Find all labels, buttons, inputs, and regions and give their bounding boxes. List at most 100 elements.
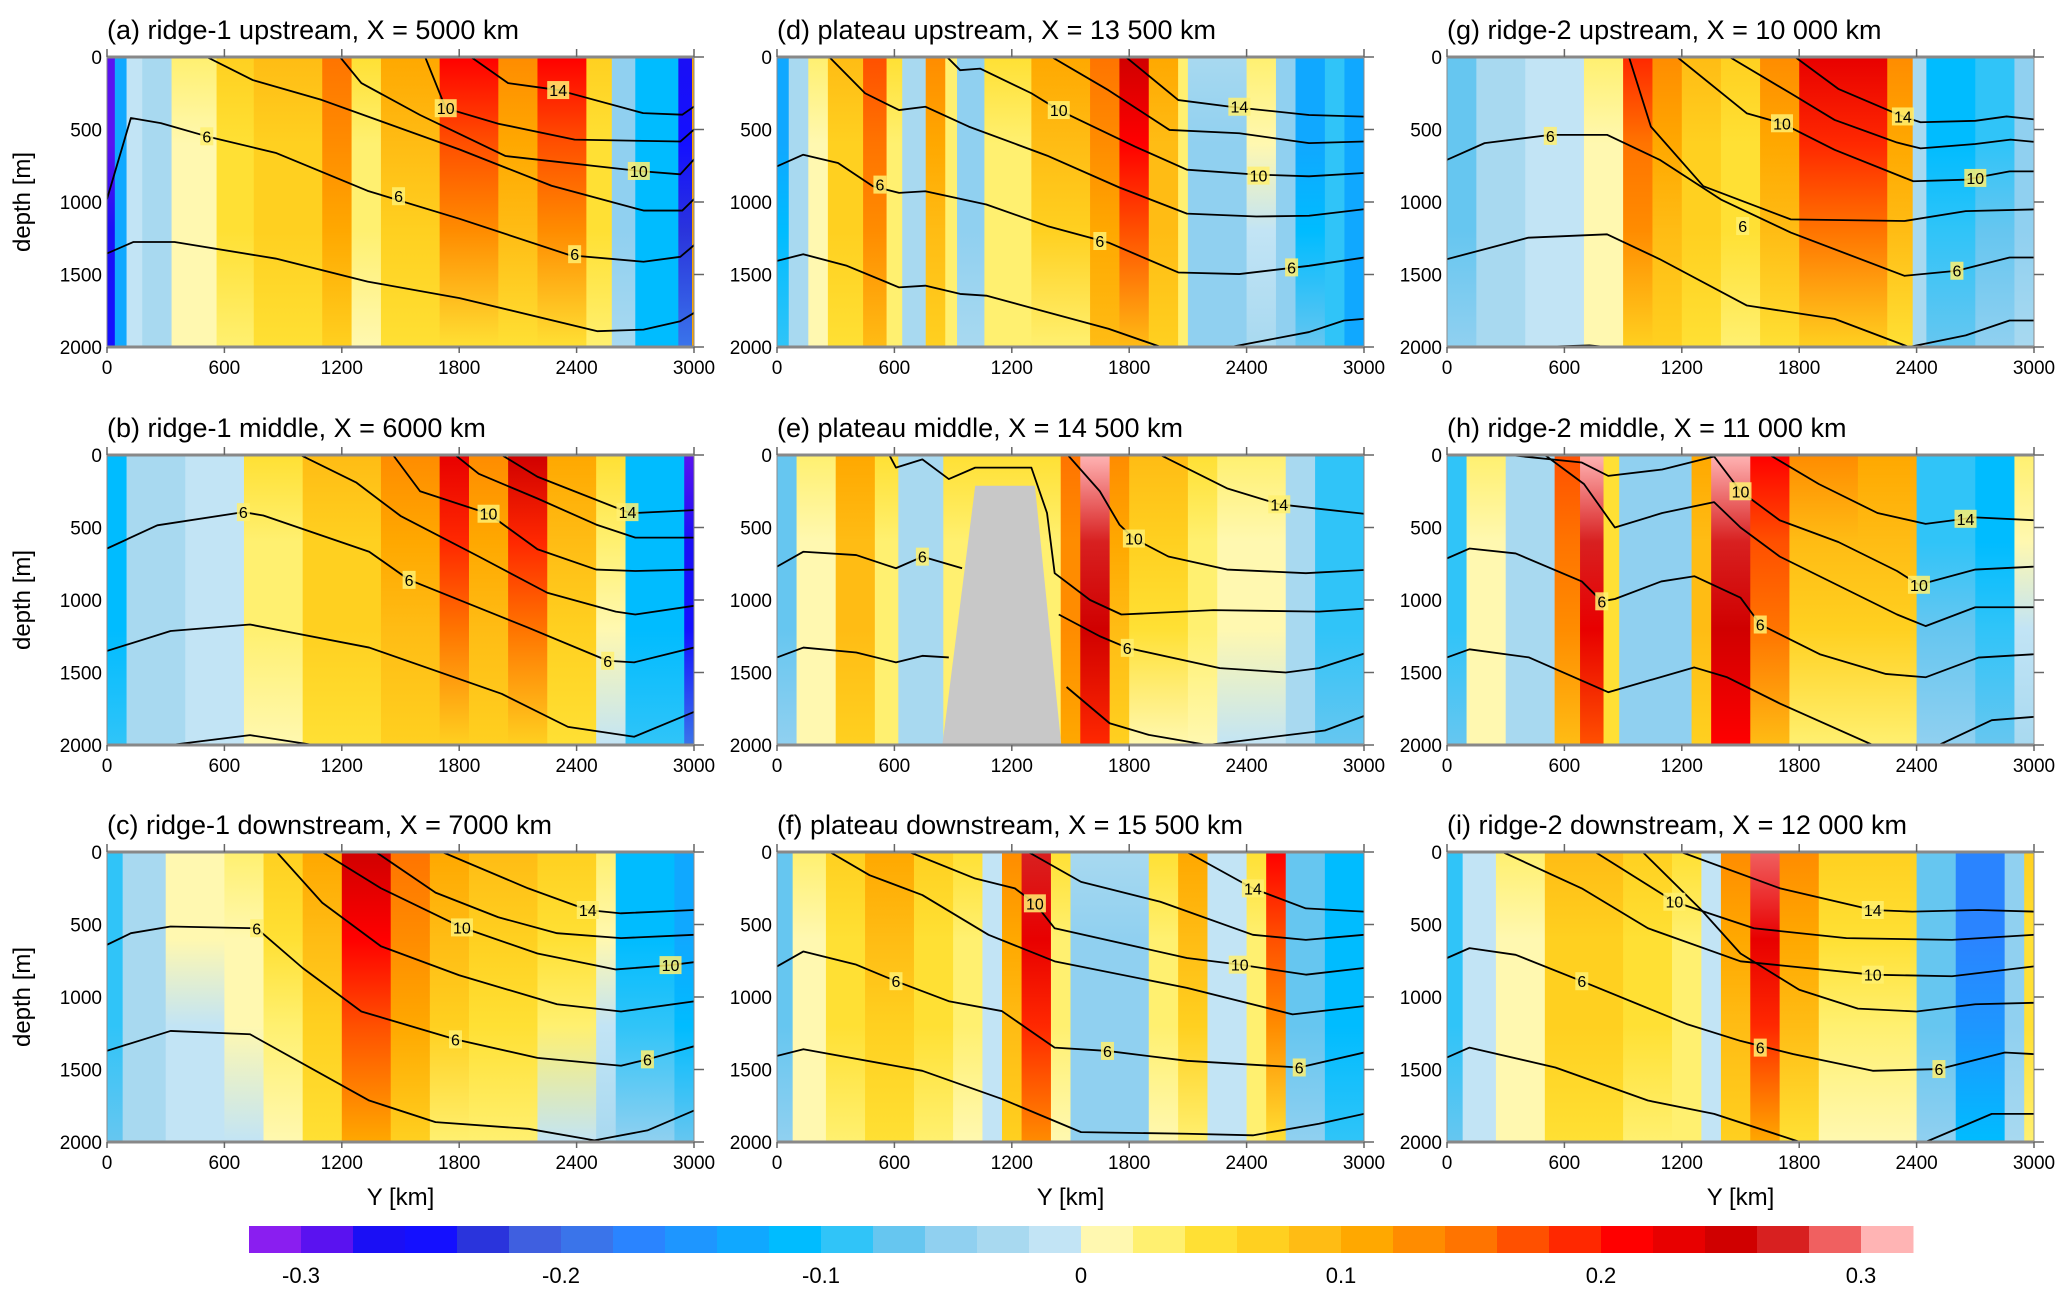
x-axis-title: Y [km]	[1707, 1184, 1775, 1211]
colorbar-bin	[769, 1226, 822, 1253]
contour-label-text: 10	[1026, 896, 1044, 913]
isotherm-contour	[1447, 133, 2034, 277]
panel-a: 14 10 10 6 6 6 0 600 1200 1800 2400 3000 0 500 1000 150…	[9, 15, 715, 379]
field-band	[1495, 852, 1546, 1142]
contour-label-bg	[1228, 955, 1251, 974]
contour-label-bg	[1729, 482, 1752, 501]
contour-label-text: 14	[1894, 109, 1912, 126]
field-band	[1324, 57, 1346, 347]
contour-label-text: 6	[1597, 594, 1606, 611]
x-tick-label: 0	[772, 1153, 783, 1174]
colorbar-bin	[873, 1226, 926, 1253]
isotherm-contour	[206, 57, 694, 212]
colorbar-bin	[1029, 1226, 1082, 1253]
y-tick-label: 1000	[60, 988, 102, 1009]
x-tick-label: 3000	[673, 756, 715, 777]
field-band	[1178, 852, 1209, 1142]
contour-label-text: 10	[1732, 484, 1750, 501]
x-axis-title: Y [km]	[367, 1184, 435, 1211]
contour-label: 6	[250, 919, 264, 938]
y-tick-label: 0	[1431, 446, 1442, 467]
x-tick-label: 1800	[438, 1153, 480, 1174]
contour-label: 6	[915, 547, 929, 567]
field-band	[953, 852, 984, 1142]
field-band	[2014, 455, 2034, 745]
contour-label-text: 10	[437, 101, 455, 118]
contour-label: 6	[236, 503, 250, 522]
field-band	[390, 852, 431, 1142]
field-band	[1681, 57, 1722, 347]
contour-label-bg	[547, 81, 570, 100]
field-band	[1090, 57, 1121, 347]
contour-field: 14 10 10 6 6	[1447, 455, 2034, 745]
y-tick-label: 500	[740, 916, 772, 937]
y-tick-label: 500	[740, 519, 772, 540]
contour-label-bg	[1964, 168, 1987, 187]
contour-label-bg	[402, 570, 416, 589]
field-band	[792, 852, 827, 1142]
contour-label-text: 6	[405, 573, 414, 590]
field-band	[508, 455, 548, 745]
contour-label-text: 14	[1957, 512, 1975, 529]
colorbar-bin	[561, 1226, 614, 1253]
field-band	[2014, 57, 2034, 347]
contour-label: 10	[1663, 892, 1686, 912]
panel-e: 14 10 6 6 0 600 1200 1800 2400 3000 0 500 1000 1500 20…	[730, 413, 1385, 777]
isotherm-contour	[1676, 57, 2034, 183]
x-tick-label: 1200	[991, 1153, 1033, 1174]
isotherm-contour	[107, 1030, 694, 1142]
isotherm-contour	[454, 455, 694, 539]
contour-label-text: 14	[1244, 881, 1262, 898]
isotherm-contour	[170, 734, 314, 745]
colorbar: -0.3 -0.2 -0.1 0 0.1 0.2 0.3	[249, 1226, 1914, 1288]
isotherm-contour	[339, 57, 694, 176]
colorbar-bin	[1237, 1226, 1290, 1253]
contour-label-text: 10	[1250, 169, 1268, 186]
y-axis-title: depth [m]	[9, 550, 36, 650]
field-band	[1285, 455, 1316, 745]
y-tick-label: 2000	[730, 736, 772, 757]
isotherm-contour	[946, 57, 1364, 178]
contour-label: 10	[477, 504, 500, 524]
contour-field: 14 10 10 6 6 6	[107, 57, 694, 347]
y-tick-label: 1000	[1400, 591, 1442, 612]
colorbar-bin	[1289, 1226, 1342, 1253]
x-tick-label: 0	[102, 756, 113, 777]
y-tick-label: 0	[1431, 843, 1442, 864]
y-tick-label: 500	[740, 121, 772, 142]
contour-label: 6	[640, 1050, 654, 1069]
isotherm-contour	[777, 646, 949, 664]
contour-label-text: 10	[1231, 958, 1249, 975]
contour-label-bg	[1047, 101, 1070, 120]
isotherm-contour	[275, 852, 694, 1013]
y-tick-label: 1000	[60, 193, 102, 214]
x-tick-label: 2400	[1225, 358, 1267, 379]
contour-label-bg	[1891, 107, 1914, 126]
field-band	[788, 57, 809, 347]
x-tick-label: 1200	[1661, 358, 1703, 379]
x-tick-label: 2400	[1225, 1153, 1267, 1174]
contour-label-bg	[640, 1050, 654, 1069]
y-axis-title: depth [m]	[9, 152, 36, 252]
field-band	[1187, 455, 1218, 745]
field-band	[1031, 57, 1091, 347]
contour-label-bg	[1932, 1060, 1946, 1079]
field-band	[114, 57, 128, 347]
field-band	[2024, 852, 2034, 1142]
contour-label: 14	[576, 901, 599, 920]
isotherm-contour	[1544, 455, 2034, 627]
field-band	[1916, 852, 1957, 1142]
colorbar-tick-label: 0	[1075, 1263, 1087, 1288]
contour-label-text: 6	[451, 1032, 460, 1049]
x-tick-label: 1200	[1661, 1153, 1703, 1174]
contour-field: 14 10 10 6 6 6	[777, 57, 1364, 347]
field-band	[224, 852, 265, 1142]
y-tick-label: 1000	[1400, 988, 1442, 1009]
isotherm-contour	[829, 852, 1364, 1016]
isotherm-contour	[392, 455, 694, 572]
colorbar-tick-label: 0.2	[1586, 1263, 1617, 1288]
contour-label-bg	[1861, 901, 1884, 919]
field-band	[1119, 57, 1150, 347]
x-tick-label: 0	[772, 756, 783, 777]
contour-label-text: 6	[1952, 264, 1961, 281]
